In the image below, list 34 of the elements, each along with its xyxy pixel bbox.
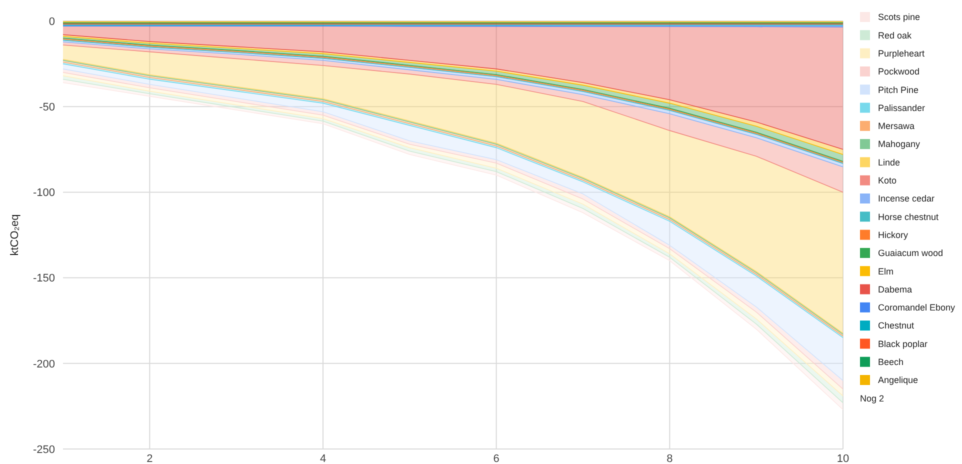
x-tick-label: 2 <box>146 453 153 464</box>
legend-label: Palissander <box>878 102 926 113</box>
x-tick-label: 6 <box>493 453 500 464</box>
legend-label: Incense cedar <box>878 194 935 204</box>
legend-label: Pockwood <box>878 66 920 77</box>
y-tick-label: -100 <box>32 187 55 200</box>
x-tick-label: 10 <box>836 453 850 464</box>
legend-label: Purpleheart <box>878 48 926 58</box>
legend-label: Guaiacum wood <box>878 248 944 258</box>
legend-label: Angelique <box>878 375 918 386</box>
y-tick-label: -150 <box>32 272 55 285</box>
x-tick-label: 8 <box>666 453 673 464</box>
text: Nog 2 <box>860 393 884 404</box>
y-axis-title: ktCO₂eq <box>9 214 21 256</box>
legend-label: Elm <box>878 266 894 276</box>
legend-label: Pitch Pine <box>878 84 919 95</box>
legend-label: Mersawa <box>878 121 915 132</box>
legend-label: Linde <box>878 157 900 168</box>
y-tick-label: -200 <box>32 358 55 370</box>
legend-label: Scots pine <box>878 12 920 22</box>
x-tick-label: 4 <box>320 453 326 464</box>
legend-label: Red oak <box>878 30 912 40</box>
legend-label: Mahogany <box>878 139 921 150</box>
legend-label: Koto <box>878 176 897 186</box>
y-tick-label: -250 <box>32 444 55 456</box>
legend-label: Chestnut <box>878 320 915 331</box>
legend-label: Black poplar <box>878 338 928 349</box>
legend-label: Dabema <box>878 284 912 294</box>
y-tick-label: -50 <box>39 101 55 114</box>
legend-label: Beech <box>878 357 904 367</box>
legend-label: Horse chestnut <box>878 212 940 222</box>
y-tick-label: 0 <box>48 16 55 28</box>
legend-label: Coromandel Ebony <box>878 302 956 313</box>
legend-label: Hickory <box>878 230 908 240</box>
